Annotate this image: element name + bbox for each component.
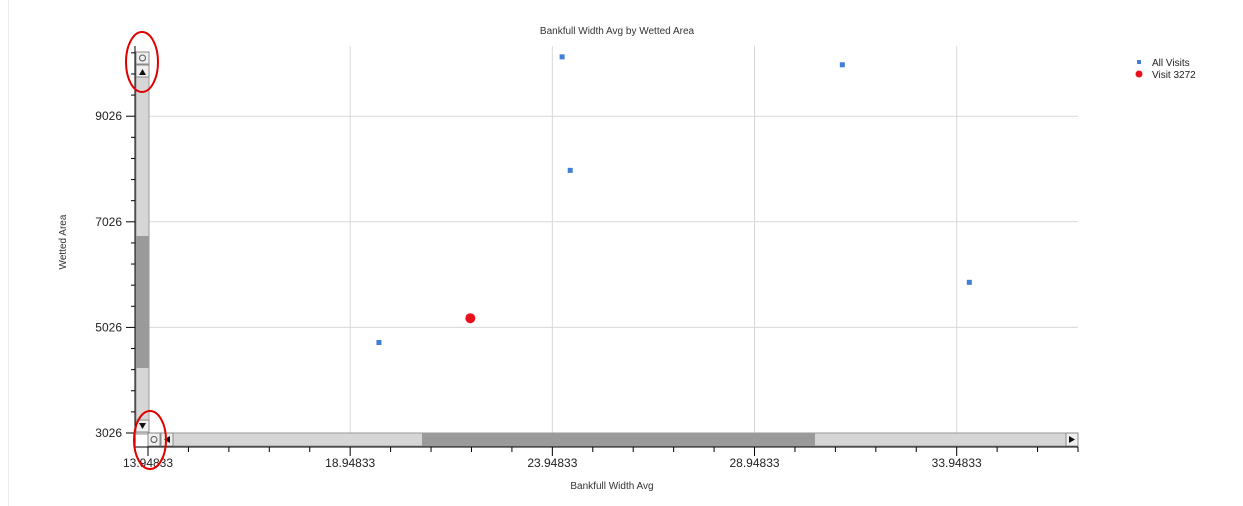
x-axis-label: Bankfull Width Avg: [570, 481, 653, 492]
annotation-circle-bottom: [133, 410, 167, 470]
data-point-all-visits: [567, 167, 573, 173]
y-scroll-thumb[interactable]: [136, 236, 149, 368]
data-point-all-visits: [376, 340, 382, 346]
legend-label-visit-3272: Visit 3272: [1152, 70, 1196, 81]
y-tick-label: 5026: [95, 320, 122, 334]
data-point-all-visits: [839, 62, 845, 68]
legend: All Visits Visit 3272: [1135, 58, 1196, 81]
y-axis-scrollbar[interactable]: [135, 51, 150, 435]
data-point-all-visits: [559, 54, 565, 60]
legend-label-all-visits: All Visits: [1152, 58, 1190, 69]
x-tick-label: 28.94833: [729, 456, 779, 470]
x-tick-label: 23.94833: [527, 456, 577, 470]
arrow-down-icon: [139, 423, 146, 429]
data-point-visit-3272: [465, 313, 476, 324]
legend-marker-all-visits: [1137, 60, 1141, 64]
arrow-right-icon: [1069, 436, 1075, 443]
x-scroll-thumb[interactable]: [422, 433, 815, 446]
zoom-reset-icon: [150, 436, 158, 443]
page-left-border: [8, 0, 9, 506]
axes: [134, 46, 1078, 448]
x-axis-scrollbar[interactable]: [147, 432, 1079, 447]
legend-marker-visit-3272: [1135, 70, 1143, 78]
data-point-all-visits: [966, 279, 972, 285]
annotation-circle-top: [125, 31, 159, 93]
y-tick-label: 3026: [95, 426, 122, 440]
y-axis-label: Wetted Area: [58, 214, 69, 269]
arrow-left-icon: [164, 436, 170, 443]
grid: [148, 46, 1078, 433]
y-tick-label: 9026: [95, 109, 122, 123]
x-tick-label: 18.94833: [325, 456, 375, 470]
y-zoom-reset-button[interactable]: [135, 51, 150, 65]
chart-title: Bankfull Width Avg by Wetted Area: [540, 26, 695, 37]
arrow-up-icon: [139, 69, 146, 75]
x-zoom-reset-button[interactable]: [147, 432, 161, 447]
data-points: [376, 54, 972, 346]
y-tick-label: 7026: [95, 215, 122, 229]
zoom-reset-icon: [139, 54, 146, 62]
x-tick-label: 33.94833: [932, 456, 982, 470]
